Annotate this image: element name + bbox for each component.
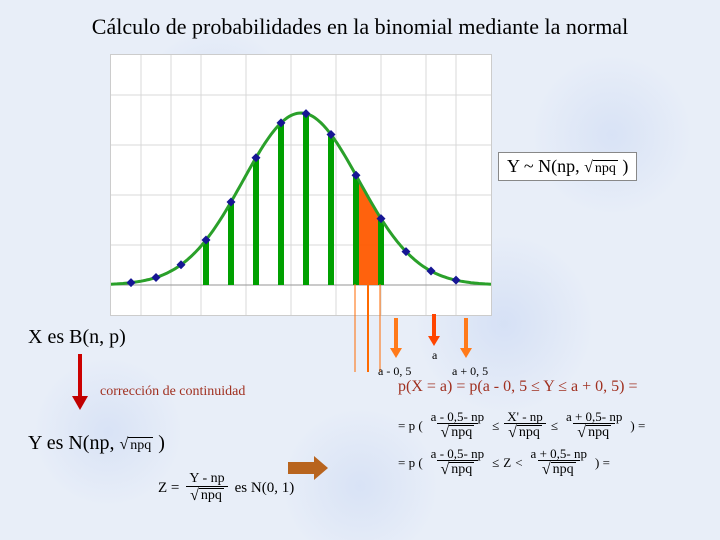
y-left-rad: npq	[128, 437, 153, 454]
close2: ) =	[595, 455, 610, 471]
a-label: a	[432, 348, 437, 363]
z-rhs: es N(0, 1)	[235, 480, 295, 497]
expanded-formulas: = p ( a - 0,5- np √npq ≤ X' - np √npq ≤ …	[398, 410, 645, 484]
arrow-a-plus	[460, 318, 472, 358]
prob-equation: p(X = a) = p(a - 0, 5 ≤ Y ≤ a + 0, 5) =	[398, 378, 638, 396]
y-norm-post: )	[618, 156, 629, 176]
f1d3: npq	[586, 425, 611, 441]
le3: ≤	[492, 455, 499, 471]
f1n1: a - 0,5- np	[427, 410, 488, 423]
z-den: npq	[199, 488, 224, 504]
arrow-a	[428, 314, 440, 346]
f1n3: a + 0,5- np	[562, 410, 626, 423]
a-minus-label: a - 0, 5	[378, 364, 411, 379]
p-open-2: = p (	[398, 455, 423, 471]
x-binomial-label: X es B(n, p)	[28, 326, 126, 349]
f1n2: X' - np	[503, 410, 547, 423]
lt1: <	[515, 455, 522, 471]
f2n1: a - 0,5- np	[427, 447, 488, 460]
z-num: Y - np	[185, 472, 228, 486]
y-norm-rad: npq	[593, 160, 618, 177]
p-open-1: = p (	[398, 418, 423, 434]
le1: ≤	[492, 418, 499, 434]
arrow-correction	[74, 354, 86, 410]
f2n3: a + 0,5- np	[527, 447, 591, 460]
arrow-a-minus	[390, 318, 402, 358]
f1d2: npq	[517, 425, 542, 441]
y-normal-left: Y es N(np, √npq )	[28, 432, 165, 455]
close1: ) =	[630, 418, 645, 434]
y-normal-box: Y ~ N(np, √npq )	[498, 152, 637, 181]
y-norm-pre: Y ~ N(np,	[507, 156, 584, 176]
z-equation: Z = Y - np √npq es N(0, 1)	[158, 472, 294, 504]
y-left-post: )	[153, 432, 165, 454]
page-title: Cálculo de probabilidades en la binomial…	[0, 14, 720, 40]
f1d1: npq	[449, 425, 474, 441]
z-lhs: Z =	[158, 480, 179, 497]
f2d3: npq	[551, 462, 576, 478]
correction-label: corrección de continuidad	[100, 384, 245, 400]
le2: ≤	[551, 418, 558, 434]
a-plus-label: a + 0, 5	[452, 364, 488, 379]
zsym: Z	[503, 455, 511, 471]
chart	[110, 54, 492, 316]
f2d1: npq	[449, 462, 474, 478]
y-left-pre: Y es N(np,	[28, 432, 119, 454]
